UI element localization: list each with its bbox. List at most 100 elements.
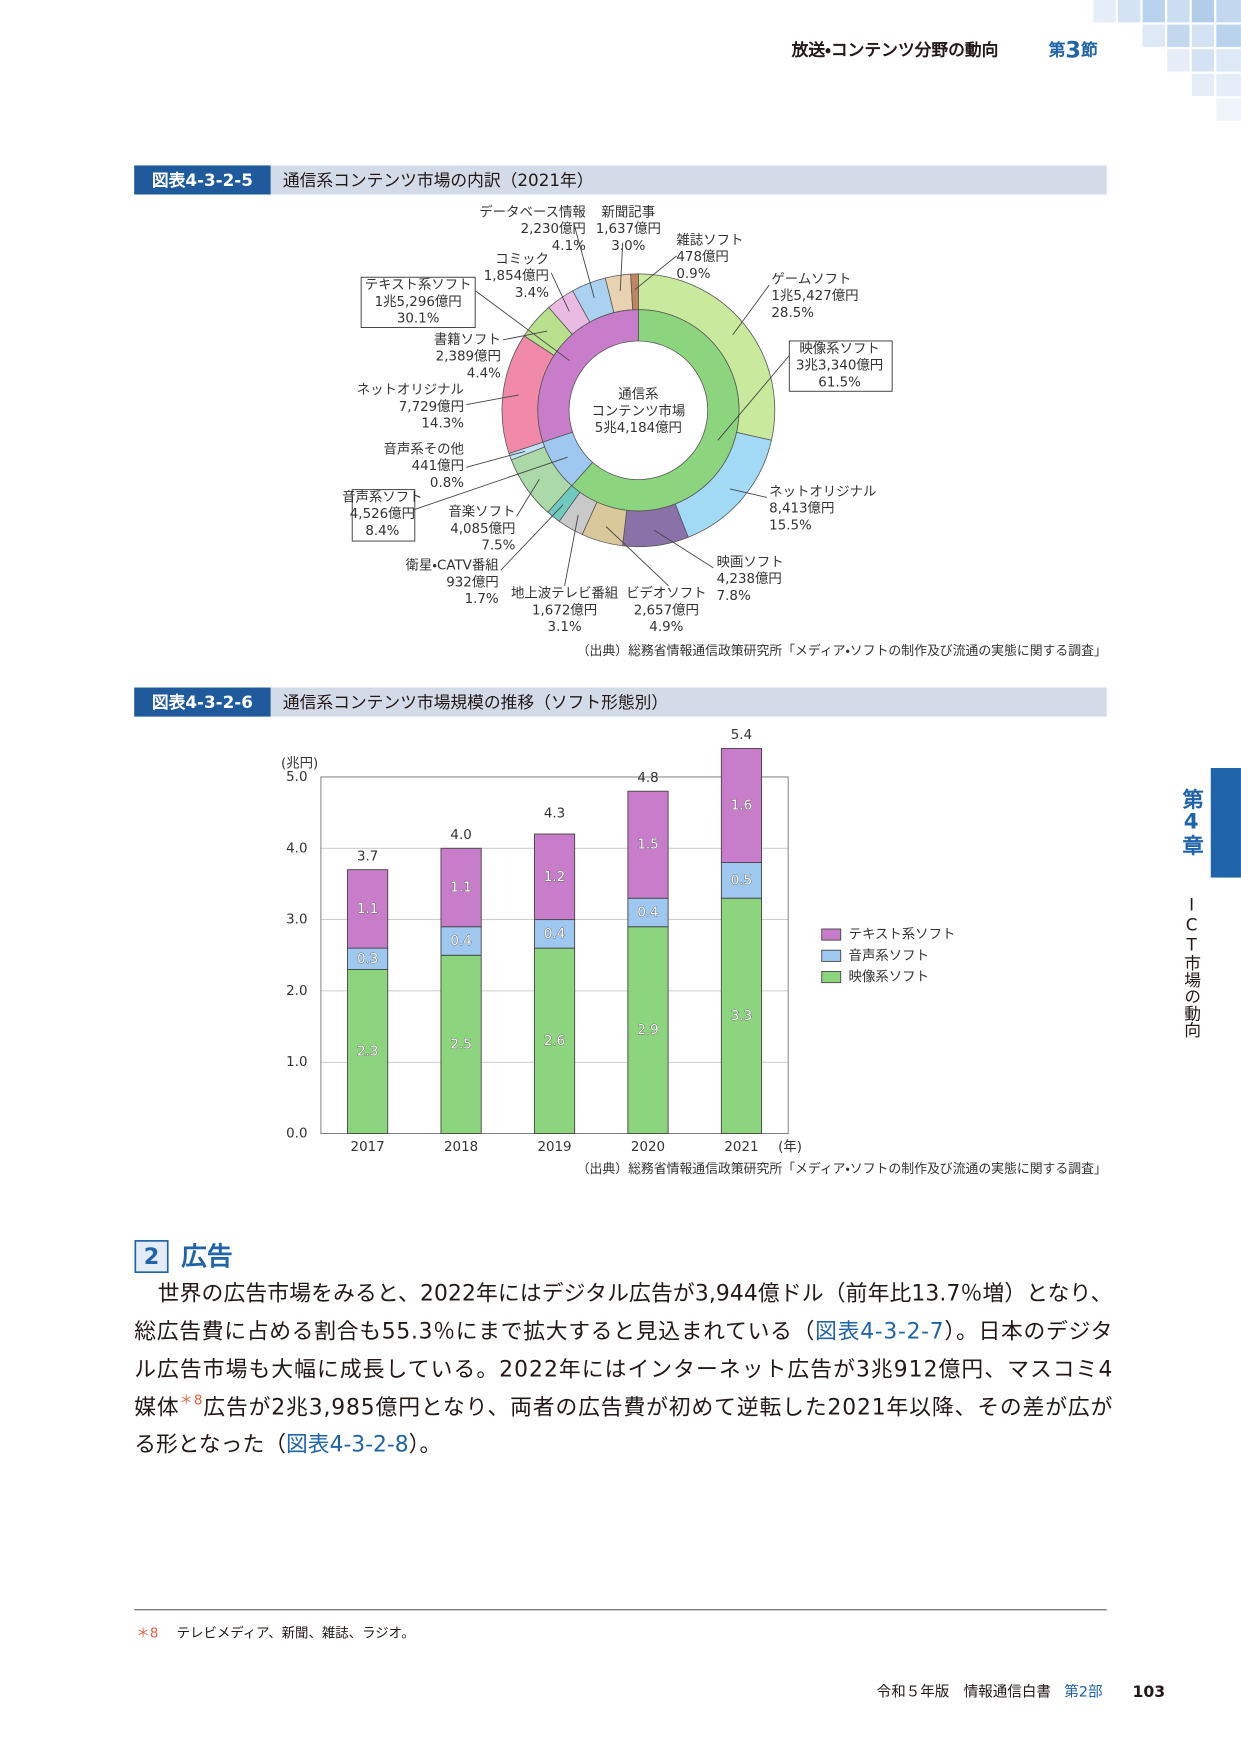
slice-label: 14.3% [421,417,464,432]
slice-label: 音声系その他 [384,441,464,457]
y-tick-label: 2.0 [286,984,307,999]
y-unit: (兆円) [281,756,318,772]
bar-value-label: 2.6 [544,1034,565,1049]
bar-segment [533,833,576,921]
y-tick-label: 4.0 [286,841,307,856]
slice-label: テキスト系ソフト [365,277,472,293]
slice-label: 3.4% [515,286,549,301]
y-tick-label: 0.0 [286,1127,307,1142]
x-tick-label: 2021 [724,1140,758,1155]
slice-label: 2,657億円 [634,602,699,618]
figure-tab [134,165,271,195]
x-tick-label: 2018 [444,1140,478,1155]
bar-value-label: 0.3 [357,952,378,967]
bar-chart: 0.0 1.0 2.0 3.0 4.0 5.0(兆円) (年) 2017 2.3 0.3 1.1 3.… [281,728,955,1155]
y-tick-label: 1.0 [286,1055,307,1070]
slice-label: 3.1% [548,620,582,635]
leader-line [413,456,568,511]
y-tick-label: 3.0 [286,913,307,928]
body-line: 媒体＊8広告が2兆3,985億円となり、両者の広告費が初めて逆転した2021年以… [134,1394,1112,1421]
figure-link[interactable]: 図表4-3-2-7 [815,1320,943,1345]
footer-page: 103 [1133,1682,1166,1701]
slice-label: 4.9% [649,620,683,635]
slice-label: 61.5% [818,375,861,390]
slice-label: 書籍ソフト [434,331,501,348]
slice-label: 0.9% [676,267,710,282]
section-prefix: 第 [1048,39,1066,59]
footer-edition: 令和５年版 情報通信白書 [877,1684,1051,1701]
center-label: 通信系 [618,387,658,403]
body-text: ル広告市場も大幅に成長している。2022年にはインターネット広告が3兆912億円… [134,1358,1112,1383]
leader-line [732,284,770,336]
leader-line [605,526,669,587]
bar-value-label: 1.5 [637,838,658,853]
body-line: 総広告費に占める割合も55.3％にまで拡大すると見込まれている（図表4-3-2-… [134,1320,1112,1345]
leader-line [634,255,677,290]
bar-value-label: 3.3 [731,1009,752,1024]
legend-label: テキスト系ソフト [849,927,956,943]
bar-value-label: 1.1 [357,902,378,917]
slice-label: 映像系ソフト [799,341,879,357]
leader-line [729,488,768,498]
bar-value-label: 2.3 [357,1045,378,1060]
chapter-tab [1210,768,1241,878]
footer-part: 第2部 [1064,1684,1102,1701]
x-tick-label: 2020 [631,1140,665,1155]
chapter-label: 第4章 [1179,787,1204,856]
slice-label: 28.5% [771,306,814,321]
bar-value-label: 1.6 [731,798,752,813]
leader-line [500,504,564,571]
slice-label: ネットオリジナル [357,382,464,398]
slice-label: 衛星・CATV番組 [406,558,499,574]
section-num: 3 [1065,37,1081,63]
section-box [134,1240,169,1274]
slice-label: 441億円 [412,458,464,474]
leader-line [466,394,519,406]
slice-label: 地上波テレビ番組 [511,586,618,602]
leader-line [466,450,525,468]
label-box [788,340,893,392]
bar-segment [720,897,763,1135]
slice-label: ネットオリジナル [769,484,876,500]
leader-line [564,514,579,586]
slice-label: 1,637億円 [596,221,661,237]
x-unit: (年) [778,1139,802,1155]
slice-label: 3兆3,340億円 [796,358,883,374]
section-number: 第3節 [1048,37,1098,63]
leader-line [717,355,790,441]
slice-label: 音楽ソフト [448,504,515,520]
leader-line [619,242,624,291]
slice-label: 4.1% [552,239,586,254]
bar-segment [440,954,482,1135]
slice-label: 1,854億円 [484,268,549,284]
slice-label: ゲームソフト [771,271,851,287]
figure-bar [134,165,1107,195]
body-text: 広告が2兆3,985億円となり、両者の広告費が初めて逆転した2021年以降、その… [203,1396,1112,1421]
slice-label: 1.7% [465,592,499,607]
chapter-title: ICT市場の動向 [1182,894,1202,1038]
figure-source: （出典）総務省情報通信政策研究所「メディア・ソフトの制作及び流通の実態に関する調… [577,643,1107,659]
slice-label: 4,238億円 [717,571,782,587]
leader-line [573,222,595,299]
bar-segment [627,897,669,928]
slice-label: 7.5% [481,539,515,554]
bar-value-label: 0.4 [450,934,471,949]
leader-line [503,330,548,341]
slice-label: 3.0% [611,239,645,254]
leader-line [474,290,570,361]
slice-label: 2,389億円 [436,349,501,365]
label-box [351,489,416,542]
bar-segment [533,947,576,1135]
figure-id: 図表4-3-2-5 [152,170,253,190]
legend-swatch [821,949,842,962]
bar-segment [627,790,669,899]
body-text: ）。日本のデジタ [944,1320,1112,1345]
section-title: 放送・コンテンツ分野の動向 [791,39,999,59]
legend-swatch [821,971,842,984]
slice-label: 7,729億円 [399,399,464,415]
slice-label: 2,230億円 [521,221,586,237]
slice-label: 8,413億円 [769,501,834,517]
figure-link[interactable]: 図表4-3-2-8 [286,1432,409,1457]
